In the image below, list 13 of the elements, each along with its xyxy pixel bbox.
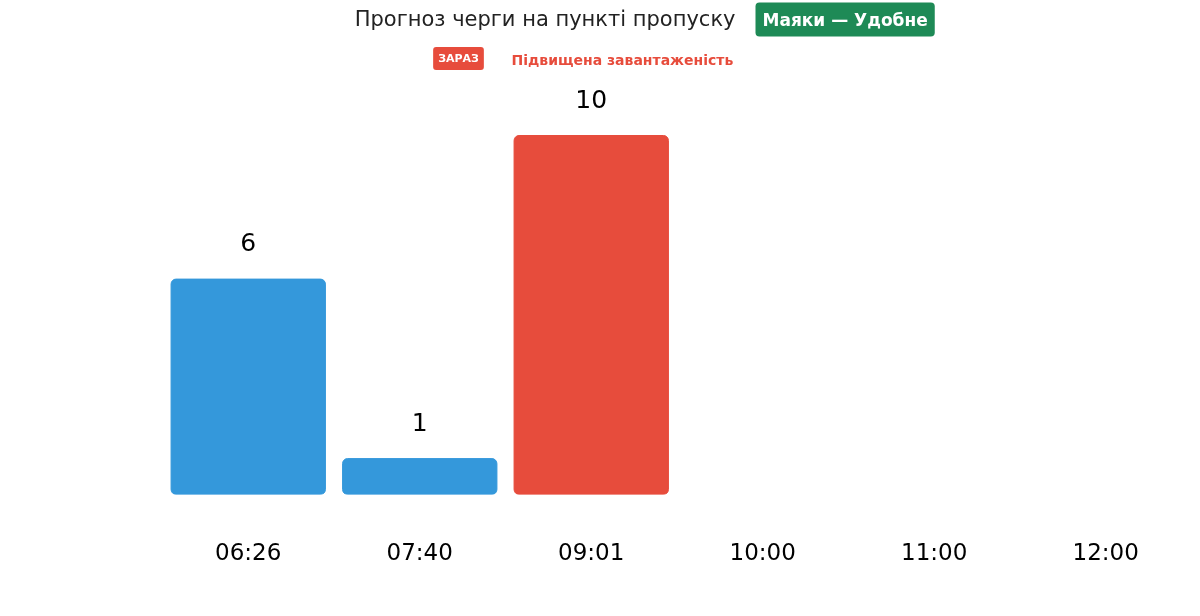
text: ЗАРАЗ bbox=[438, 52, 480, 65]
x-tick-label: 07:40 bbox=[386, 538, 453, 565]
chart-subtitle: Маяки — Удобне bbox=[762, 9, 928, 30]
data-label: 6 bbox=[240, 228, 257, 258]
data-label: 1 bbox=[411, 407, 428, 437]
x-tick-label: 06:26 bbox=[215, 538, 282, 565]
x-tick-label: 09:01 bbox=[558, 538, 625, 565]
x-tick-label: 11:00 bbox=[901, 538, 968, 565]
data-label: 10 bbox=[575, 84, 608, 114]
text: Підвищена завантаженість bbox=[511, 51, 734, 68]
chart-title: Прогноз черги на пункті пропуску bbox=[354, 6, 736, 31]
x-tick-label: 10:00 bbox=[729, 538, 796, 565]
x-tick-label: 12:00 bbox=[1072, 538, 1139, 565]
